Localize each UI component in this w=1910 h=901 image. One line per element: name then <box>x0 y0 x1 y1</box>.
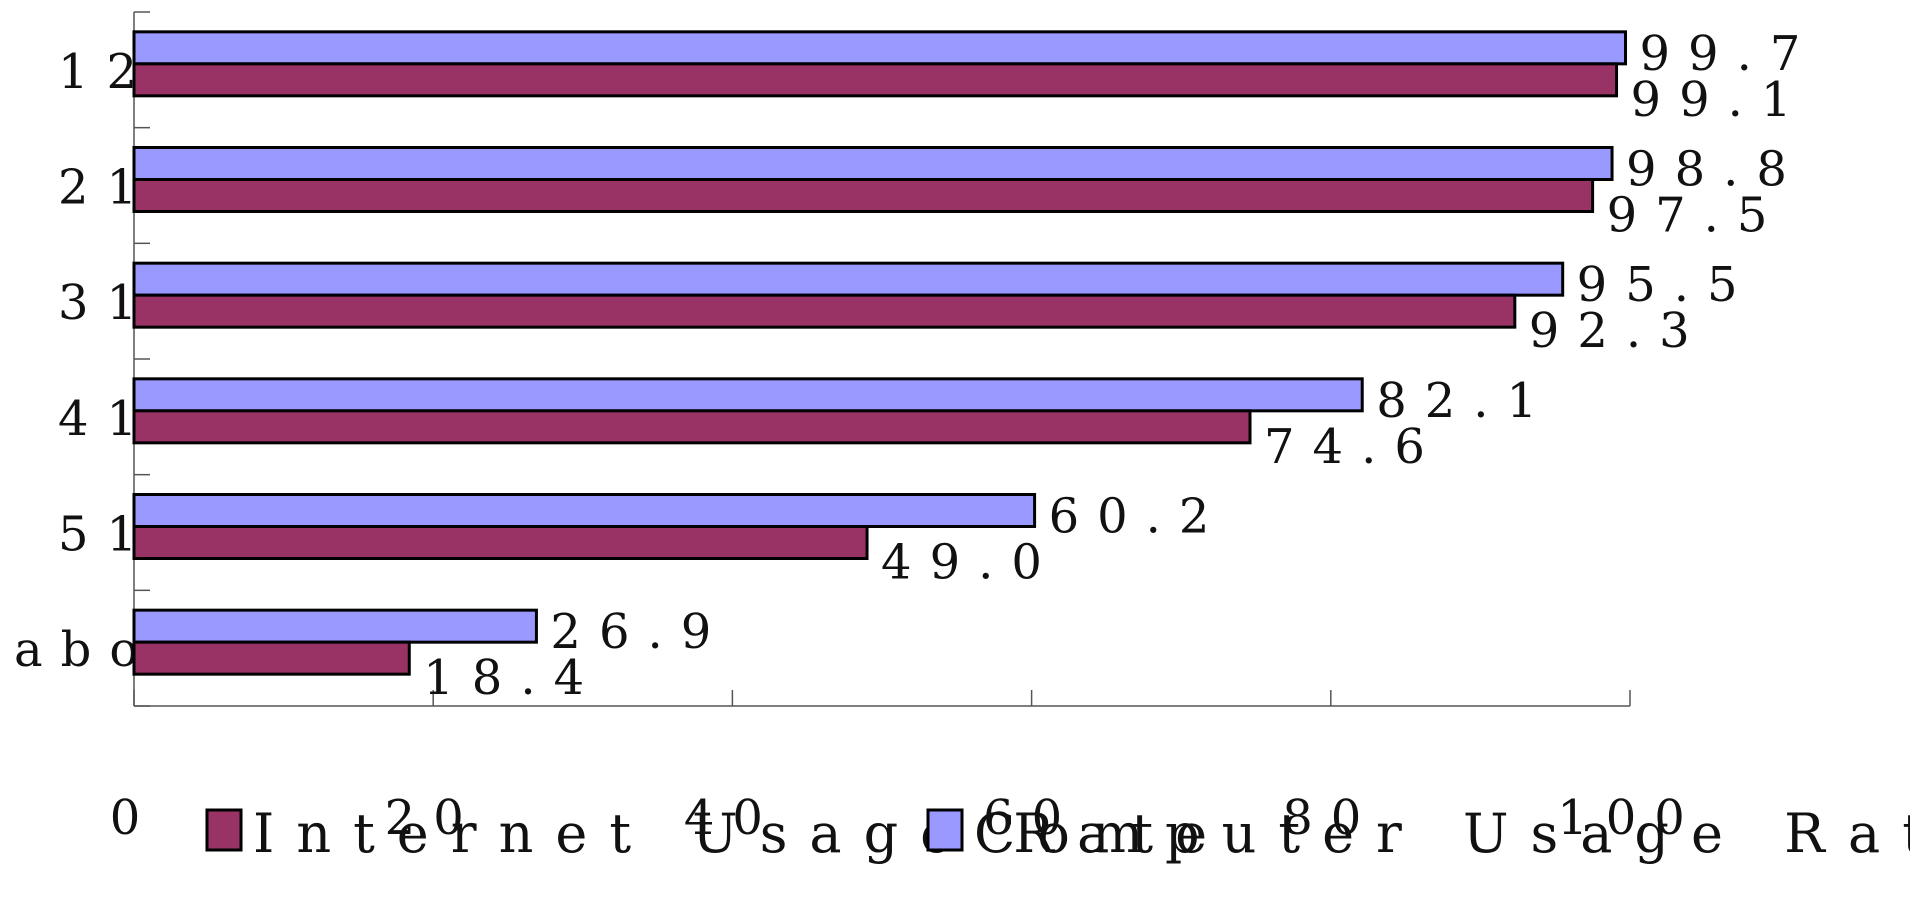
data-label: 49.0 <box>881 535 1060 591</box>
bar <box>132 261 1565 297</box>
legend-label: Computer Usage Rate <box>974 802 1910 865</box>
data-label: 18.4 <box>423 650 602 706</box>
data-label: 60.2 <box>1049 489 1228 545</box>
bar <box>132 293 1517 329</box>
x-tick-label: 20 <box>385 790 482 846</box>
data-label: 26.9 <box>550 604 729 660</box>
bar <box>132 62 1619 98</box>
x-tick-label: 60 <box>983 790 1080 846</box>
bar <box>132 30 1628 66</box>
bar <box>132 178 1595 213</box>
data-label: 92.3 <box>1529 303 1708 359</box>
bar <box>132 493 1037 528</box>
x-tick-label: 0 <box>110 790 159 846</box>
x-tick-label: 80 <box>1282 790 1379 846</box>
bar <box>132 377 1364 413</box>
data-label: 74.6 <box>1264 419 1443 475</box>
data-label: 99.1 <box>1631 72 1810 128</box>
data-label: 95.5 <box>1577 257 1756 313</box>
data-label: 97.5 <box>1607 188 1786 244</box>
data-label: 99.7 <box>1640 26 1819 82</box>
legend-swatch <box>926 808 964 852</box>
bar <box>132 409 1252 445</box>
chart-bars <box>132 30 1628 676</box>
x-tick-label: 40 <box>684 790 781 846</box>
chart-data-labels: 99.7 98.8 95.5 82.1 60.2 26.9 99.1 97.5 92.3 74.6… <box>423 26 1819 706</box>
x-tick-label: 100 <box>1557 790 1703 846</box>
bar <box>132 640 411 676</box>
legend-swatch <box>205 808 243 852</box>
legend-label: Internet Usage Rate <box>253 802 1229 865</box>
bar <box>132 525 869 560</box>
data-label: 82.1 <box>1376 373 1555 429</box>
bar <box>132 146 1614 181</box>
data-label: 98.8 <box>1626 142 1805 198</box>
bar <box>132 608 538 644</box>
